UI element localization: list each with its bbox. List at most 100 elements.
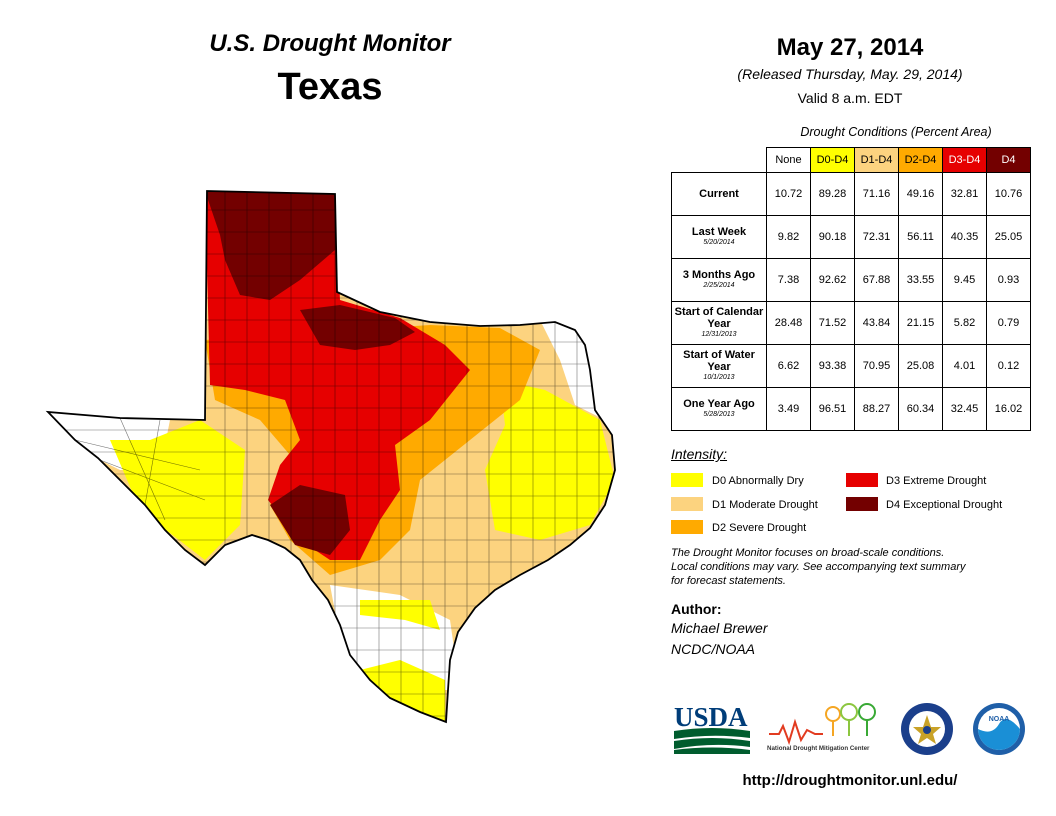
table-cell: 32.45	[942, 387, 987, 431]
table-cell: 0.93	[986, 258, 1031, 302]
row-date: 10/1/2013	[703, 374, 735, 381]
col-header-none: None	[766, 147, 811, 173]
texas-drought-map	[45, 190, 616, 724]
row-label: Start of Water Year 10/1/2013	[671, 344, 767, 388]
table-cell: 16.02	[986, 387, 1031, 431]
row-date: 2/25/2014	[703, 282, 735, 289]
row-label-text: Current	[699, 188, 739, 200]
row-date: 12/31/2013	[701, 331, 737, 338]
table-cell: 49.16	[898, 172, 943, 216]
row-label: Current	[671, 172, 767, 216]
table-cell: 90.18	[810, 215, 855, 259]
usda-logo-graphic: USDA	[674, 702, 750, 754]
legend-label-d4: D4 Exceptional Drought	[886, 499, 1003, 511]
table-row-start-calendar-year: Start of Calendar Year 12/31/2013 28.48 7…	[671, 301, 1031, 345]
table-cell: 60.34	[898, 387, 943, 431]
col-header-d1-d4: D1-D4	[854, 147, 899, 173]
row-label-text: Start of Calendar Year	[674, 306, 764, 330]
table-cell: 92.62	[810, 258, 855, 302]
table-cell: 96.51	[810, 387, 855, 431]
table-cell: 10.72	[766, 172, 811, 216]
row-label-text: One Year Ago	[683, 398, 755, 410]
table-cell: 71.52	[810, 301, 855, 345]
table-cell: 0.12	[986, 344, 1031, 388]
table-cell: 67.88	[854, 258, 899, 302]
usda-logo-text: USDA	[674, 702, 748, 732]
drought-conditions-table: None D0-D4 D1-D4 D2-D4 D3-D4 D4 Current …	[671, 147, 1031, 431]
table-cell: 70.95	[854, 344, 899, 388]
release-date: (Released Thursday, May. 29, 2014)	[737, 66, 963, 82]
commerce-seal	[900, 702, 954, 761]
col-header-d2-d4: D2-D4	[898, 147, 943, 173]
col-header-d3-d4: D3-D4	[942, 147, 987, 173]
legend-label-d3: D3 Extreme Drought	[886, 475, 987, 487]
legend-label-d0: D0 Abnormally Dry	[712, 475, 804, 487]
table-cell: 25.08	[898, 344, 943, 388]
ndmc-logo-text: National Drought Mitigation Center	[767, 745, 870, 752]
table-cell: 5.82	[942, 301, 987, 345]
col-header-d4: D4	[986, 147, 1031, 173]
valid-time: Valid 8 a.m. EDT	[797, 90, 903, 106]
table-cell: 71.16	[854, 172, 899, 216]
table-cell: 93.38	[810, 344, 855, 388]
table-corner	[672, 148, 767, 173]
table-row-one-year-ago: One Year Ago 5/28/2013 3.49 96.51 88.27 6…	[671, 387, 1031, 431]
website-url[interactable]: http://droughtmonitor.unl.edu/	[742, 772, 958, 789]
table-cell: 3.49	[766, 387, 811, 431]
row-label: Last Week 5/20/2014	[671, 215, 767, 259]
row-label: 3 Months Ago 2/25/2014	[671, 258, 767, 302]
table-cell: 7.38	[766, 258, 811, 302]
table-cell: 56.11	[898, 215, 943, 259]
noaa-logo: NOAA	[972, 702, 1026, 761]
col-header-d0-d4: D0-D4	[810, 147, 855, 173]
table-row-last-week: Last Week 5/20/2014 9.82 90.18 72.31 56.1…	[671, 215, 1031, 259]
table-cell: 10.76	[986, 172, 1031, 216]
state-title: Texas	[277, 66, 383, 108]
row-label-text: Last Week	[691, 226, 747, 238]
table-cell: 32.81	[942, 172, 987, 216]
author-org: NCDC/NOAA	[671, 641, 756, 657]
author-name: Michael Brewer	[671, 620, 768, 636]
texas-outline	[45, 190, 616, 724]
monitor-title: U.S. Drought Monitor	[209, 30, 451, 57]
table-row-start-water-year: Start of Water Year 10/1/2013 6.62 93.38 …	[671, 344, 1031, 388]
table-cell: 25.05	[986, 215, 1031, 259]
row-label: One Year Ago 5/28/2013	[671, 387, 767, 431]
table-cell: 9.45	[942, 258, 987, 302]
row-date: 5/20/2014	[703, 239, 735, 246]
row-label: Start of Calendar Year 12/31/2013	[671, 301, 767, 345]
legend-swatch-d2	[671, 520, 703, 534]
noaa-logo-text: NOAA	[989, 716, 1010, 723]
legend-label-d1: D1 Moderate Drought	[712, 499, 818, 511]
noaa-logo-graphic: NOAA	[973, 703, 1025, 755]
table-cell: 40.35	[942, 215, 987, 259]
table-caption: Drought Conditions (Percent Area)	[800, 125, 992, 139]
note-line: for forecast statements.	[671, 575, 786, 587]
legend-swatch-d1	[671, 497, 703, 511]
legend-title: Intensity:	[671, 446, 728, 462]
row-label-text: 3 Months Ago	[682, 269, 756, 281]
author-heading: Author:	[671, 601, 722, 617]
table-cell: 89.28	[810, 172, 855, 216]
commerce-seal-graphic	[901, 703, 953, 755]
table-cell: 4.01	[942, 344, 987, 388]
table-cell: 6.62	[766, 344, 811, 388]
table-cell: 0.79	[986, 301, 1031, 345]
legend-swatch-d4	[846, 497, 878, 511]
usda-logo: USDA	[672, 700, 752, 756]
legend-swatch-d0	[671, 473, 703, 487]
legend-label-d2: D2 Severe Drought	[712, 522, 807, 534]
row-label-text: Start of Water Year	[683, 349, 755, 373]
row-date: 5/28/2013	[703, 411, 735, 418]
table-cell: 88.27	[854, 387, 899, 431]
table-cell: 9.82	[766, 215, 811, 259]
drought-layers	[48, 191, 615, 722]
table-cell: 43.84	[854, 301, 899, 345]
table-cell: 21.15	[898, 301, 943, 345]
note-line: The Drought Monitor focuses on broad-sca…	[671, 547, 945, 559]
map-date: May 27, 2014	[776, 34, 924, 61]
ndmc-logo-graphic: National Drought Mitigation Center	[767, 703, 876, 752]
table-cell: 72.31	[854, 215, 899, 259]
ndmc-logo: National Drought Mitigation Center	[765, 700, 885, 756]
legend-swatch-d3	[846, 473, 878, 487]
